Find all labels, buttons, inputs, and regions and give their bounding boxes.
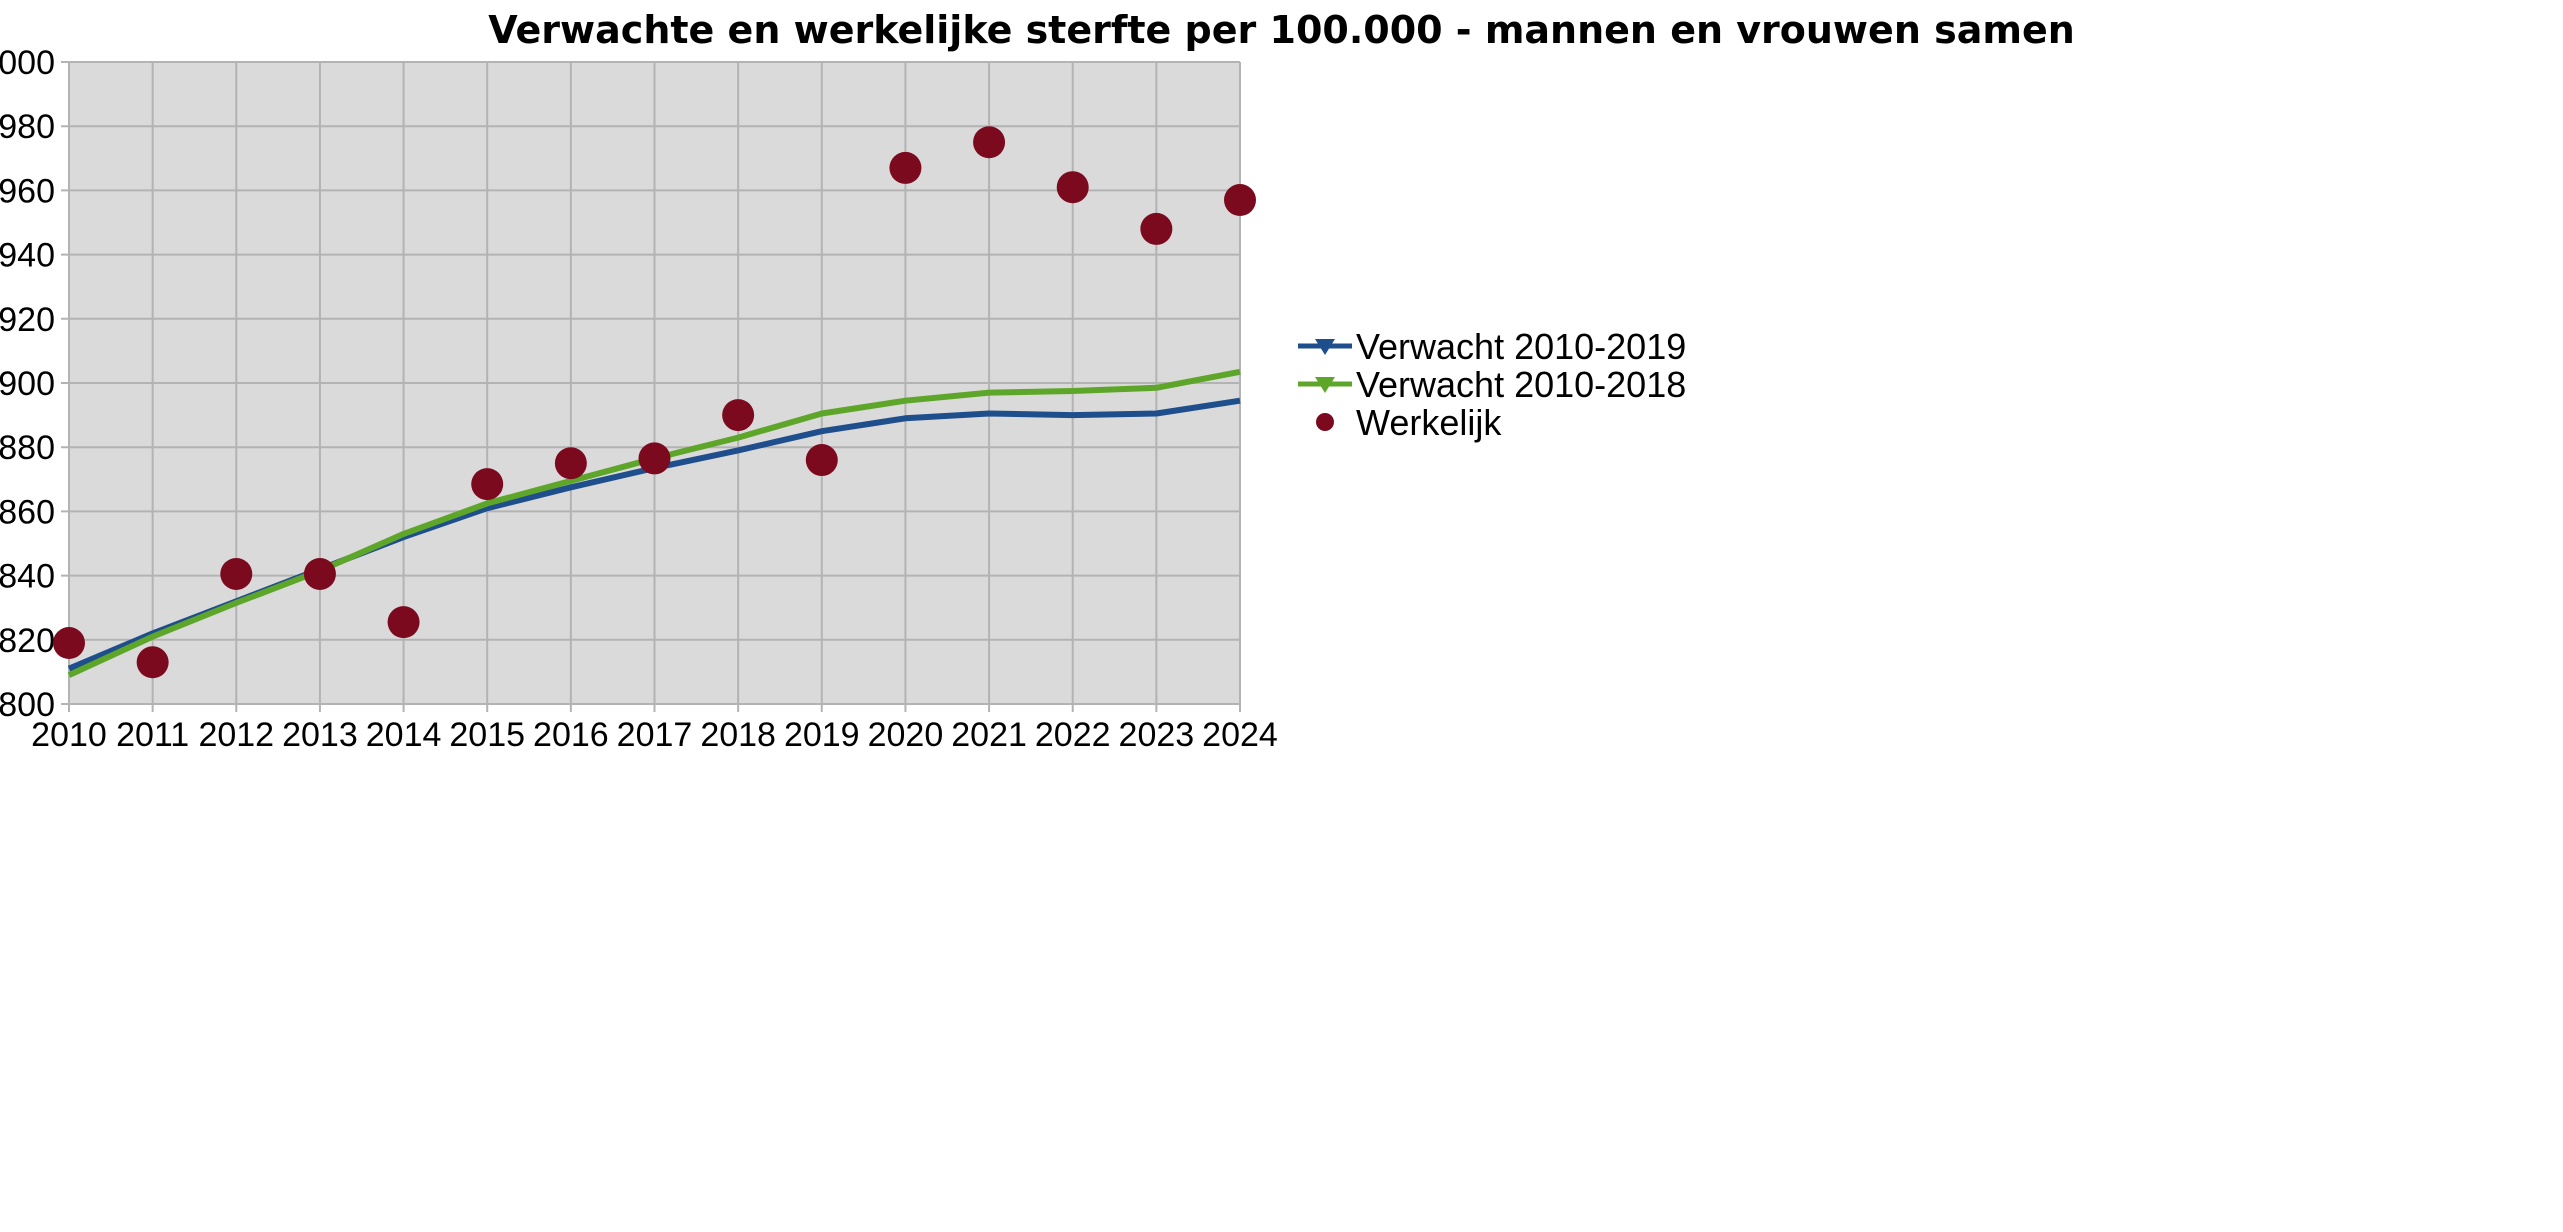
data-point-werkelijk-2024 (1224, 184, 1256, 217)
data-point-werkelijk-2019 (805, 444, 838, 477)
y-tick-label: 900 (0, 365, 55, 403)
y-tick-label: 940 (0, 237, 55, 275)
data-point-werkelijk-2020 (889, 151, 922, 184)
x-axis-ticks: 2010 2011 2012 2013 2014 2015 2016 2017 2018 2019… (31, 716, 1278, 754)
legend-label: Verwacht 2010-2018 (1356, 364, 1686, 405)
y-axis-ticks: 800 820 840 860 880 900 920 940 960 980 1000 (0, 44, 55, 724)
legend-dot-swatch (1316, 413, 1334, 431)
x-tick-label: 2022 (1035, 716, 1111, 754)
legend-item: Werkelijk (1316, 402, 1502, 443)
y-tick-label: 840 (0, 558, 55, 596)
x-tick-label: 2016 (533, 716, 609, 754)
data-point-werkelijk-2022 (1056, 171, 1089, 204)
data-point-werkelijk-2012 (220, 557, 253, 590)
y-tick-label: 820 (0, 622, 55, 660)
y-tick-label: 980 (0, 108, 55, 146)
data-point-werkelijk-2016 (554, 447, 587, 480)
x-tick-label: 2023 (1119, 716, 1195, 754)
data-point-werkelijk-2011 (136, 646, 169, 679)
series-points (53, 126, 1256, 679)
data-point-werkelijk-2015 (471, 468, 504, 501)
x-tick-label: 2024 (1202, 716, 1278, 754)
data-point-werkelijk-2017 (638, 442, 671, 475)
gridlines (61, 61, 1241, 712)
y-tick-label: 960 (0, 172, 55, 210)
data-point-werkelijk-2014 (387, 606, 420, 639)
x-tick-label: 2015 (449, 716, 525, 754)
x-tick-label: 2013 (282, 716, 358, 754)
legend-label: Verwacht 2010-2019 (1356, 326, 1686, 367)
y-tick-label: 800 (0, 686, 55, 724)
y-tick-label: 880 (0, 429, 55, 467)
x-tick-label: 2018 (700, 716, 776, 754)
legend-triangle-marker (1315, 339, 1335, 355)
x-tick-label: 2021 (951, 716, 1027, 754)
data-point-werkelijk-2023 (1140, 212, 1173, 245)
data-point-werkelijk-2021 (973, 126, 1006, 159)
y-tick-label: 860 (0, 493, 55, 531)
x-tick-label: 2019 (784, 716, 860, 754)
data-point-werkelijk-2018 (722, 399, 755, 432)
data-point-werkelijk-2013 (303, 557, 336, 590)
y-tick-label: 920 (0, 301, 55, 339)
y-tick-label: 1000 (0, 44, 55, 82)
legend-item: Verwacht 2010-2018 (1298, 364, 1686, 405)
x-tick-label: 2012 (198, 716, 274, 754)
x-tick-label: 2020 (868, 716, 944, 754)
x-tick-label: 2017 (617, 716, 693, 754)
legend-item: Verwacht 2010-2019 (1298, 326, 1686, 367)
x-tick-label: 2014 (366, 716, 442, 754)
x-tick-label: 2011 (116, 716, 189, 754)
legend-label: Werkelijk (1356, 402, 1502, 443)
x-tick-label: 2010 (31, 716, 107, 754)
data-point-werkelijk-2010 (53, 627, 85, 660)
chart-title: Verwachte en werkelijke sterfte per 100.… (488, 8, 2075, 52)
legend-triangle-marker (1315, 377, 1335, 393)
